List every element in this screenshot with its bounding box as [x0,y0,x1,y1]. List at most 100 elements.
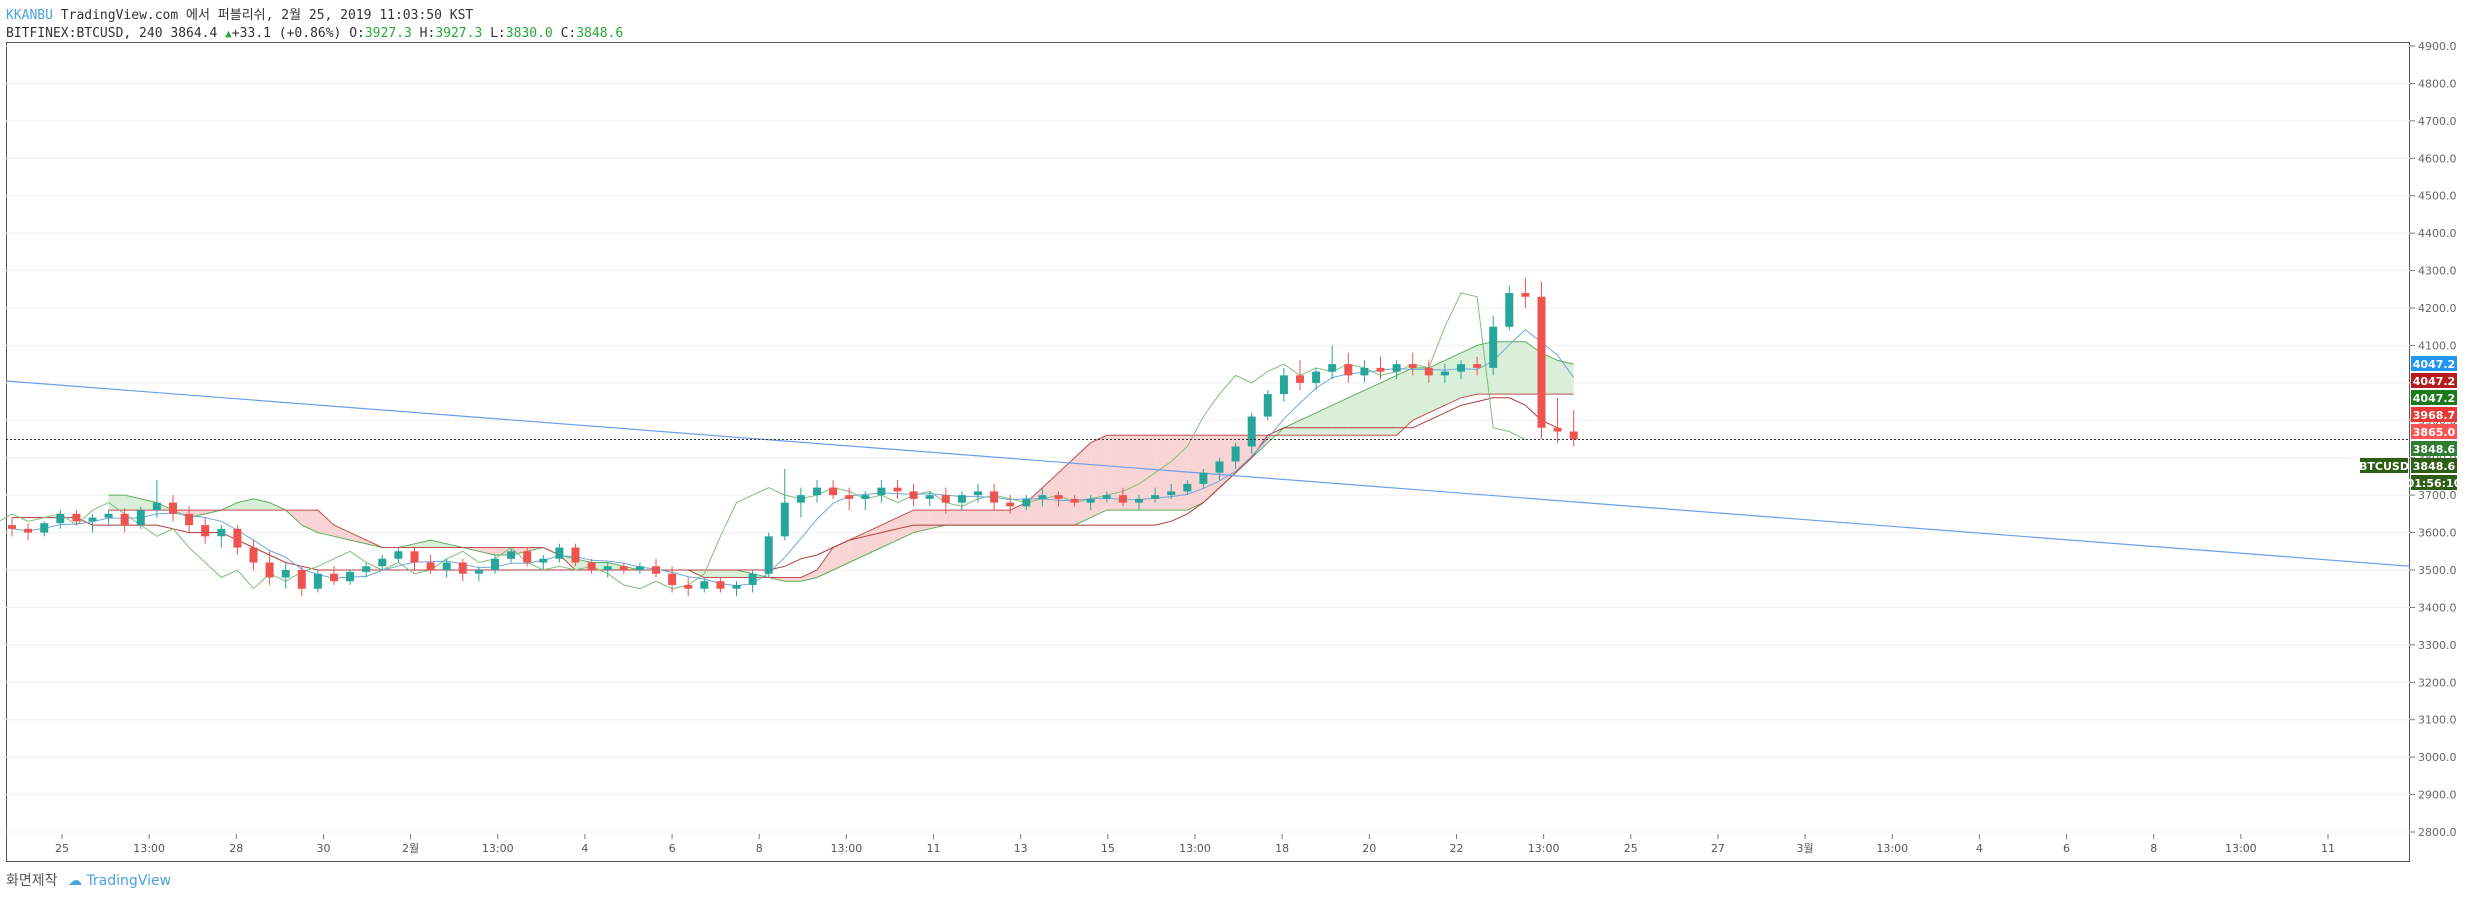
cloud-segment [1235,435,1252,473]
cloud-segment [849,532,866,563]
cloud-segment [817,547,834,578]
close-value: 3848.6 [576,26,624,41]
candle-body [635,566,644,570]
cloud-segment [1525,341,1542,395]
candle-body [24,528,33,533]
candle-body [1086,498,1095,503]
candle-body [1489,326,1498,368]
cloud-segment [124,495,141,511]
price-label-box [2411,373,2457,388]
candle-body [72,513,81,522]
candle-body [201,525,210,537]
candle-body [394,551,403,559]
candle-body [233,528,242,548]
x-tick-label: 11 [2321,842,2335,855]
candle-body [1070,498,1079,503]
candle-body [925,495,934,499]
senkou-span-a [108,341,1574,582]
y-tick-label: 4500.0 [2418,190,2457,203]
open-label: O: [349,26,365,41]
candle-body [974,491,982,496]
x-tick-label: 2월 [402,842,419,855]
cloud-segment [1541,352,1558,395]
candle-body [40,523,49,533]
candle-body [217,528,226,537]
candle-body [700,581,709,589]
candle-body [1135,498,1143,503]
candle-body [957,495,966,503]
cloud-segment [495,547,512,556]
cloud-segment [414,540,431,548]
x-tick-label: 8 [756,842,763,855]
candle-body [1022,498,1031,507]
cloud-segment [1171,435,1188,511]
cloud-segment [1316,405,1333,436]
cloud-segment [317,510,334,537]
y-tick-label: 4600.0 [2418,152,2457,165]
candle-body [539,558,548,563]
candle-body [748,573,757,585]
candle-body [1038,495,1047,499]
trend-line [5,380,2411,567]
cloud-segment [833,540,850,570]
y-tick-label: 2900.0 [2418,789,2457,802]
candle-body [1054,495,1063,499]
candle-body [442,562,451,570]
cloud-segment [897,510,914,541]
cloud-segment [1444,352,1461,406]
y-tick-label: 3300.0 [2418,639,2457,652]
cloud-segment [1155,435,1172,511]
price-label-box [2411,458,2457,473]
x-tick-label: 18 [1275,842,1289,855]
y-tick-label: 3200.0 [2418,676,2457,689]
candle-body [732,584,741,589]
cloud-segment [1332,397,1349,436]
candle-body [474,570,483,574]
candle-body [587,562,596,570]
candle-body [1360,367,1369,376]
candle-body [1376,367,1385,372]
cloud-segment [704,570,721,578]
cloud-segment [929,510,946,529]
candle-body [1553,427,1562,432]
candle-body [1344,364,1353,376]
price-label: 4047.2 [2413,392,2455,405]
high-label: H: [419,26,436,41]
candle-body [845,495,854,499]
x-tick-label: 28 [229,842,243,855]
candle-body [652,566,660,574]
candle-body [507,551,516,559]
price-label-box [2411,356,2457,371]
tenkan-line [11,329,1575,587]
cloud-segment [1026,487,1043,526]
publish-caption: KKANBU TradingView.com 에서 퍼블리쉬, 2월 25, 2… [6,6,473,26]
brand-label: TradingView [86,873,172,889]
candle-body [1473,364,1482,368]
low-value: 3830.0 [505,26,553,41]
cloud-segment [511,547,528,556]
cloud-segment [961,510,978,526]
x-tick-label: 3월 [1797,842,1814,855]
chart-pane[interactable] [6,42,2410,862]
cloud-segment [1364,382,1381,436]
candle-body [378,558,387,567]
candle-body [1424,367,1433,376]
y-tick-label: 3100.0 [2418,714,2457,727]
x-tick-label: 13:00 [133,842,165,855]
x-tick-label: 13 [1014,842,1028,855]
x-tick-label: 11 [927,842,941,855]
candle-body [861,495,870,499]
cloud-segment [1090,435,1107,518]
author-name[interactable]: KKANBU [6,8,53,23]
price-label-box [2411,407,2457,422]
close-label: C: [560,26,577,41]
x-tick-label: 4 [1976,842,1983,855]
candle-body [1231,446,1240,462]
candle-body [152,502,161,511]
y-tick-label: 4100.0 [2418,339,2457,352]
tradingview-logo[interactable]: ☁ TradingView [67,873,172,889]
candle-body [1569,431,1578,440]
candle-body [829,487,838,496]
candle-body [426,562,435,570]
